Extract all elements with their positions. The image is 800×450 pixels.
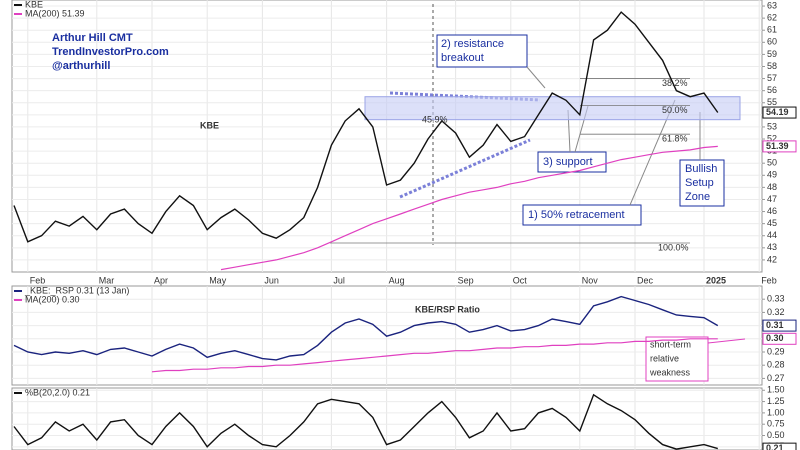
annotation: Zone	[685, 191, 710, 203]
series-line	[13, 393, 718, 450]
annotation: Setup	[685, 177, 714, 189]
fib-label: 100.0%	[658, 242, 689, 252]
y-tick-label: 42	[767, 254, 777, 264]
last-value-box	[762, 332, 797, 345]
x-tick-label: Jul	[333, 275, 345, 285]
annotation: TrendInvestorPro.com	[52, 46, 169, 58]
y-tick-label: 56	[767, 85, 777, 95]
y-tick-label: 52	[767, 133, 777, 143]
y-tick-label: 1.00	[767, 407, 785, 417]
y-tick-label: 61	[767, 25, 777, 35]
y-tick-label: 48	[767, 182, 777, 192]
annotation: KBE/RSP Ratio	[415, 304, 480, 314]
y-tick-label: 1.50	[767, 385, 785, 395]
last-value-label: 51.39	[766, 141, 789, 151]
y-tick-label: 0.28	[767, 360, 785, 370]
trend-line	[399, 138, 531, 199]
y-tick-label: 55	[767, 97, 777, 107]
x-tick-label: Feb	[30, 275, 46, 285]
plot	[13, 11, 741, 271]
annotation: KBE	[200, 120, 219, 130]
annotation: @arthurhill	[52, 60, 110, 72]
y-tick-label: 0.27	[767, 373, 785, 383]
last-value-label: 54.19	[766, 107, 789, 117]
y-tick-label: 43	[767, 242, 777, 252]
annotation: 2) resistance	[441, 38, 504, 50]
y-tick-label: 60	[767, 37, 777, 47]
y-tick-label: 59	[767, 49, 777, 59]
x-tick-label: Aug	[389, 275, 405, 285]
y-tick-label: 58	[767, 61, 777, 71]
y-tick-label: 57	[767, 73, 777, 83]
x-tick-label: 2025	[706, 275, 726, 285]
fib-label: 38.2%	[662, 78, 688, 88]
annotation: weakness	[649, 367, 691, 377]
zone	[364, 96, 741, 121]
fib-label: 50.0%	[662, 105, 688, 115]
last-value-box	[762, 106, 797, 119]
y-tick-label: 0.33	[767, 294, 785, 304]
x-tick-label: Feb	[761, 275, 777, 285]
fib-label: 61.8%	[662, 134, 688, 144]
callout-box	[522, 204, 642, 226]
series-line	[220, 145, 718, 271]
last-value-box	[762, 319, 797, 332]
annotation: 1) 50% retracement	[528, 209, 625, 221]
y-tick-label: 0.50	[767, 430, 785, 440]
annotation: breakout	[441, 52, 484, 64]
callout-box	[436, 34, 528, 68]
x-tick-label: May	[209, 275, 227, 285]
y-tick-label: 1.25	[767, 396, 785, 406]
annotation: Bullish	[685, 163, 717, 175]
plot	[13, 295, 719, 373]
annotation: short-term	[650, 339, 691, 349]
series-line	[13, 295, 719, 361]
legend-label: KBE	[25, 0, 43, 9]
y-tick-label: 45	[767, 218, 777, 228]
x-tick-label: Nov	[582, 275, 599, 285]
y-tick-label: 53	[767, 121, 777, 131]
plot	[13, 393, 718, 450]
callout-box	[645, 336, 709, 382]
legend-label: MA(200) 0.30	[25, 294, 80, 304]
last-value-box	[762, 140, 797, 153]
last-value-label: 0.21	[766, 443, 784, 450]
y-tick-label: 0.29	[767, 346, 785, 356]
last-value-box	[762, 442, 797, 450]
annotation: 45.9%	[422, 114, 448, 124]
last-value-label: 0.31	[766, 320, 784, 330]
x-tick-label: Oct	[513, 275, 528, 285]
y-tick-label: 0.75	[767, 419, 785, 429]
annotation: 3) support	[543, 156, 593, 168]
x-tick-label: Apr	[154, 275, 168, 285]
y-tick-label: 47	[767, 194, 777, 204]
y-tick-label: 50	[767, 158, 777, 168]
x-tick-label: Mar	[99, 275, 115, 285]
series-line	[151, 338, 718, 373]
arrow	[526, 66, 546, 89]
series-line	[13, 11, 719, 243]
x-tick-label: Sep	[458, 275, 474, 285]
arrow	[707, 338, 746, 344]
y-tick-label: 44	[767, 230, 777, 240]
callout-box	[679, 159, 725, 207]
y-tick-label: 46	[767, 206, 777, 216]
y-tick-label: 49	[767, 170, 777, 180]
x-tick-label: Jun	[264, 275, 279, 285]
legend-label: _KBE:_RSP 0.31 (13 Jan)	[24, 285, 129, 295]
y-tick-label: 62	[767, 13, 777, 23]
y-tick-label: 0.32	[767, 307, 785, 317]
y-tick-label: 63	[767, 0, 777, 10]
legend-label: MA(200) 51.39	[25, 8, 85, 18]
legend-label: %B(20,2.0) 0.21	[25, 387, 90, 397]
annotation: Arthur Hill CMT	[52, 32, 133, 44]
last-value-label: 0.30	[766, 333, 784, 343]
annotation: relative	[650, 353, 679, 363]
x-tick-label: Dec	[637, 275, 654, 285]
